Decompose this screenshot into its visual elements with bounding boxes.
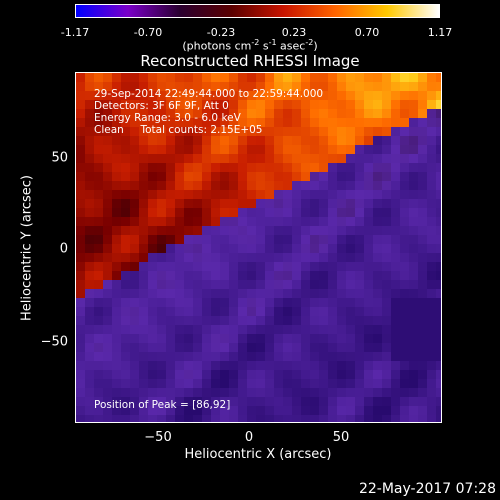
colorbar-tick-label: -1.17 (60, 26, 90, 39)
x-tick-label: 50 (332, 430, 350, 445)
colorbar-tick-label: 1.17 (427, 26, 453, 39)
units-mid1: s (259, 39, 269, 53)
units-exp3: -2 (305, 38, 314, 47)
colorbar-tick-label: 0.70 (354, 26, 380, 39)
annotation-peak-position: Position of Peak = [86,92] (94, 399, 231, 411)
colorbar (75, 4, 440, 18)
colorbar-tick-label: -0.70 (133, 26, 163, 39)
y-axis-label: Heliocentric Y (arcsec) (19, 175, 35, 321)
units-suffix: ) (313, 39, 318, 53)
colorbar-units: (photons cm-2 s-1 asec-2) (0, 38, 500, 53)
x-axis-label: Heliocentric X (arcsec) (184, 447, 332, 462)
units-mid2: asec (276, 39, 306, 53)
units-prefix: (photons cm (182, 39, 252, 53)
y-tick-label: 0 (59, 241, 68, 257)
y-tick-label: 50 (51, 150, 68, 166)
units-exp2: -1 (268, 38, 277, 47)
colorbar-tick-label: -0.23 (206, 26, 236, 39)
image-title: Reconstructed RHESSI Image (140, 52, 360, 70)
x-tick-label: 0 (244, 430, 254, 445)
annotation-time-range: 29-Sep-2014 22:49:44.000 to 22:59:44.000 (94, 88, 324, 100)
colorbar-tick-label: 0.23 (281, 26, 307, 39)
annotation-energy-range: Energy Range: 3.0 - 6.0 keV (94, 112, 241, 124)
y-tick-label: −50 (40, 334, 68, 350)
annotation-total-counts: Clean Total counts: 2.15E+05 (94, 124, 263, 136)
units-exp1: -2 (251, 38, 260, 47)
rhessi-image (75, 72, 442, 423)
footer-date: 22-May-2017 07:28 (358, 481, 496, 497)
x-tick-label: −50 (144, 430, 172, 445)
annotation-detectors: Detectors: 3F 6F 9F, Att 0 (94, 100, 229, 112)
